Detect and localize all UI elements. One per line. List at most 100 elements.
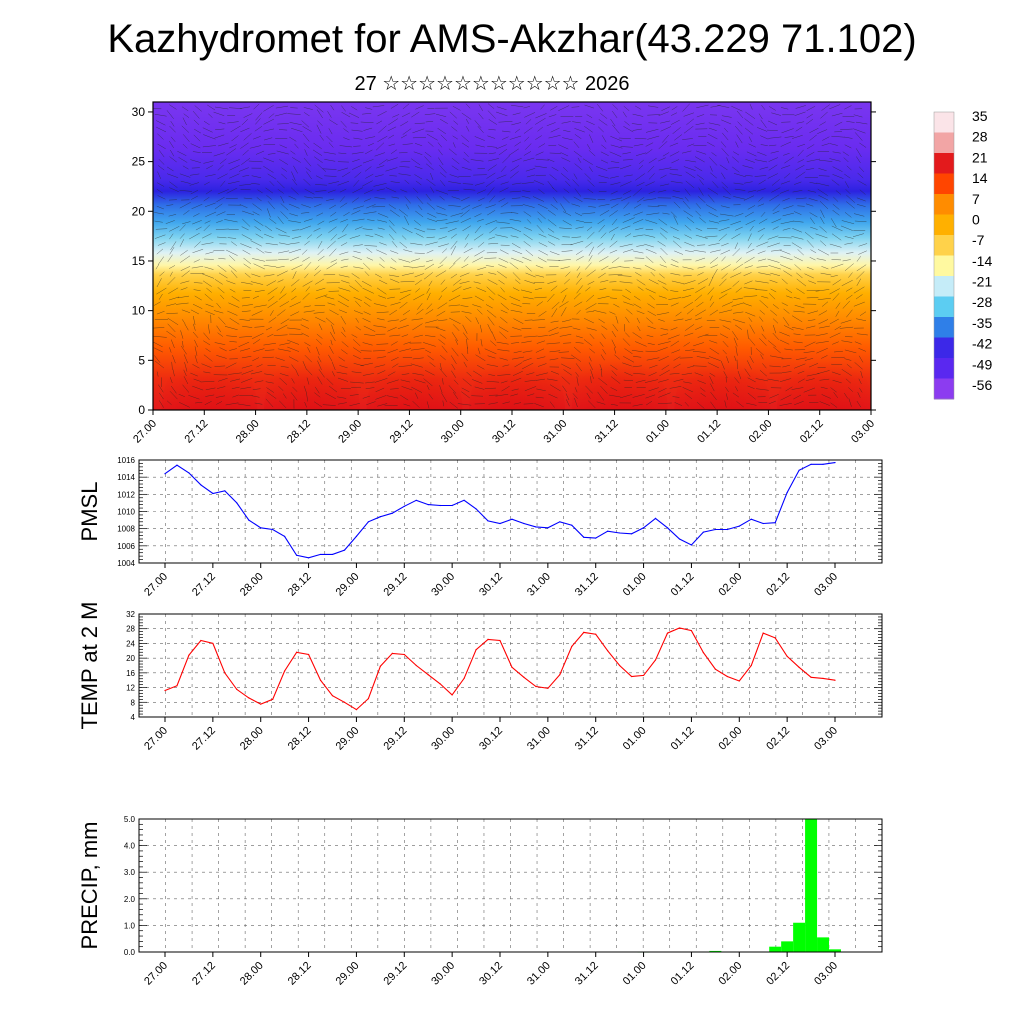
colorbar-swatch [934,173,954,195]
y-tick-label: 20 [132,204,146,218]
y-tick-label: 1006 [117,542,135,551]
colorbar-label: -35 [972,315,992,331]
data-point [690,544,693,546]
colorbar-swatch [934,317,954,338]
wind-vector-lines [153,103,868,409]
x-tick-label: 02.00 [716,725,744,753]
y-tick-label: 1016 [117,456,135,465]
data-point [738,680,740,682]
x-tick-label: 29.00 [334,960,362,988]
x-tick-label: 29.00 [336,418,364,446]
precip-bar [805,819,818,952]
x-tick-label: 28.12 [286,960,314,988]
precip-bar [829,949,841,952]
data-point [726,675,728,678]
warm-area [264,348,360,410]
data-point [631,533,633,535]
y-axis-label: PRECIP, mm [77,822,102,950]
x-tick-label: 03.00 [812,571,840,599]
data-point [607,530,609,532]
x-tick-label: 03.00 [849,418,877,446]
y-tick-label: 32 [126,610,135,619]
y-tick-label: 1008 [117,525,135,534]
y-tick-label: 8 [131,698,136,707]
colorbar-label: 21 [972,149,988,165]
y-tick-label: 4.0 [124,842,136,851]
data-point [236,502,238,504]
x-tick-label: 29.12 [381,725,409,753]
data-point [678,627,681,629]
data-point [164,689,166,692]
x-tick-label: 29.12 [381,571,409,599]
colorbar-swatch [934,378,954,400]
y-tick-label: 1012 [117,490,135,499]
y-tick-label: 12 [126,684,135,693]
data-point [523,522,525,525]
x-tick-label: 01.00 [621,571,649,599]
data-point [810,676,812,678]
data-point [559,521,561,523]
data-point [607,650,609,652]
data-point [595,633,597,635]
x-tick-label: 27.00 [142,960,170,988]
colorbar-label: -49 [972,356,992,372]
x-tick-label: 02.12 [764,725,792,753]
data-point [212,642,214,645]
data-point [260,703,262,705]
data-point [331,553,334,556]
x-tick-label: 01.00 [621,725,649,753]
x-tick-label: 31.12 [573,571,601,599]
data-point [367,521,369,523]
data-point [798,666,800,668]
warm-area [161,348,258,410]
colorbar-label: -42 [972,336,992,352]
precip-bar [781,941,794,952]
data-point [319,679,322,681]
data-point [535,526,537,528]
warm-area [776,348,871,410]
x-tick-label: 29.12 [381,960,409,988]
data-point [379,665,381,667]
x-tick-label: 27.12 [190,725,218,753]
data-point [487,520,489,522]
data-point [547,527,549,529]
colorbar-swatch [934,235,954,256]
x-tick-label: 27.12 [190,960,218,988]
data-point [415,664,417,667]
colorbar-label: -14 [972,253,992,269]
x-tick-label: 01.12 [669,960,697,988]
y-axis-label: PMSL [77,482,102,542]
data-point [619,664,621,667]
panel-frame [138,818,883,953]
data-point [654,659,657,661]
data-point [319,553,322,556]
data-point [224,672,226,674]
data-point [188,654,190,656]
data-point [451,504,453,507]
colorbar-label: -28 [972,294,992,310]
y-tick-label: 10 [132,304,146,318]
chart-title: Kazhydromet for AMS-Akzhar(43.229 71.102… [107,17,917,61]
x-tick-label: 27.00 [131,418,159,446]
data-point [583,631,585,633]
data-point [415,499,417,501]
x-tick-label: 30.00 [429,960,457,988]
data-point [619,532,621,534]
data-point [463,677,465,679]
data-point [343,549,346,551]
x-tick-label: 03.00 [812,725,840,753]
temperature-field [153,102,871,410]
chart-subtitle: 27 ☆☆☆☆☆☆☆☆☆☆☆ 2026 [354,73,630,95]
x-tick-label: 02.12 [764,960,792,988]
data-point [631,675,633,678]
data-point [762,632,764,634]
data-point [296,651,298,653]
data-point [774,637,776,639]
data-point [379,516,381,518]
data-point [284,535,286,537]
data-point [798,469,800,471]
data-point [762,522,764,525]
data-point [523,676,525,678]
data-point [571,524,573,526]
